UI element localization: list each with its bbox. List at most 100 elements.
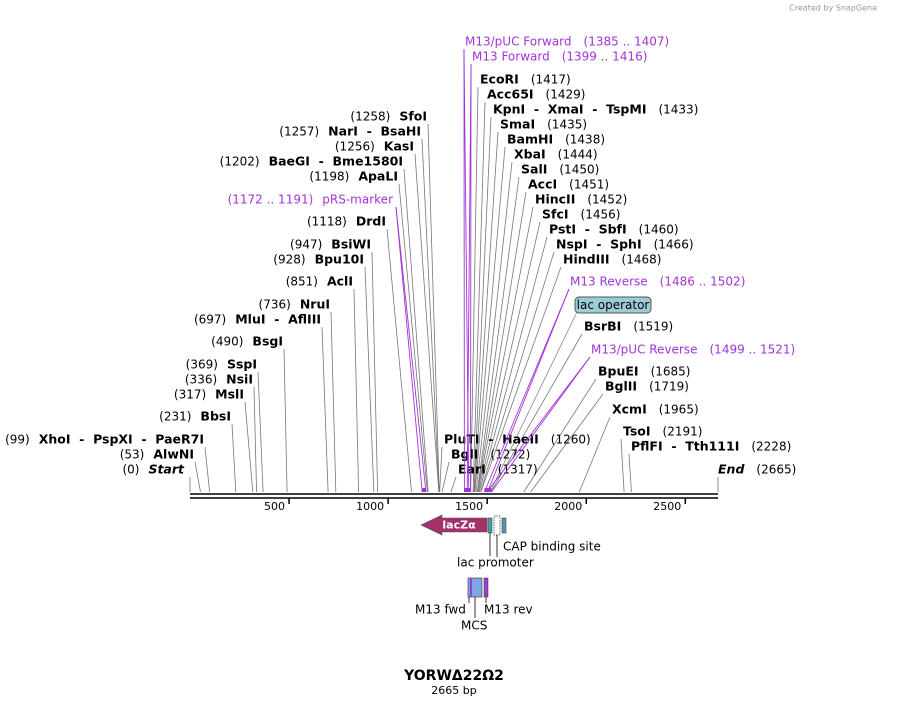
ruler-tick-label: 1500	[455, 500, 483, 513]
lacz-arrow	[420, 514, 488, 536]
site-line	[439, 446, 443, 493]
site-line	[477, 191, 527, 493]
site-line	[204, 446, 211, 493]
site-name: BaeGI - Bme1580I	[269, 154, 403, 169]
site-name: XcmI	[612, 402, 647, 417]
site-name: M13/pUC Reverse	[591, 343, 698, 357]
site-name: Bpu10I	[315, 252, 364, 267]
site-name: DrdI	[356, 214, 386, 229]
site-name: KasI	[384, 139, 414, 154]
site-name: BsrBI	[584, 319, 621, 334]
site-position: (1444)	[558, 148, 598, 162]
site-line	[421, 138, 440, 493]
subtitle: 2665 bp	[431, 684, 476, 697]
operator-label: lac operator	[577, 298, 650, 312]
site-line	[474, 146, 506, 493]
site-position: (1965)	[659, 403, 699, 417]
site-name: XhoI - PspXI - PaeR7I	[39, 432, 204, 447]
site-position: (336)	[185, 373, 217, 387]
box	[493, 515, 501, 536]
lacz-label: lacZα	[442, 519, 476, 532]
site-position: (1399 .. 1416)	[562, 50, 648, 64]
site-position: (1417)	[531, 73, 571, 87]
primer-mark	[484, 488, 488, 492]
site-line	[478, 236, 548, 493]
site-name: MslI	[215, 387, 244, 402]
operator-box	[574, 296, 652, 314]
site-line	[364, 266, 375, 493]
site-line	[450, 476, 457, 493]
site-name: SalI	[521, 162, 547, 177]
site-position: (1172 .. 1191)	[228, 193, 314, 207]
site-line	[414, 153, 440, 493]
site-position: (736)	[259, 298, 291, 312]
site-name: BsiWI	[331, 237, 371, 252]
site-position: (317)	[174, 388, 206, 402]
primer-line	[483, 288, 570, 493]
site-position: (1258)	[350, 110, 390, 124]
mcs-label: MCS	[461, 619, 487, 633]
site-name: Acc65I	[487, 87, 534, 102]
site-name: KpnI - XmaI - TspMI	[493, 102, 646, 117]
site-name: Start	[148, 462, 185, 477]
site-position: (697)	[194, 313, 226, 327]
site-position: (1460)	[639, 223, 679, 237]
site-position: (369)	[186, 358, 218, 372]
box	[501, 517, 507, 534]
site-position: (1433)	[658, 103, 698, 117]
site-line	[231, 423, 237, 493]
site-line	[427, 123, 440, 493]
site-position: (0)	[122, 463, 139, 477]
site-line	[253, 386, 257, 493]
site-line	[386, 228, 412, 493]
site-name: TsoI	[623, 424, 651, 439]
site-line	[441, 461, 450, 493]
site-name: ApaLI	[358, 169, 398, 184]
site-position: (1519)	[633, 320, 673, 334]
site-name: EcoRI	[480, 72, 519, 87]
site-name: PluTI - HaeII	[444, 432, 539, 447]
site-name: XbaI	[514, 147, 546, 162]
primer-line	[490, 356, 591, 493]
site-position: (1256)	[335, 140, 375, 154]
box	[483, 577, 489, 598]
site-line	[480, 266, 562, 493]
site-position: (1317)	[498, 463, 538, 477]
site-line	[490, 333, 583, 493]
site-name: AclI	[327, 274, 353, 289]
ruler-tick-label: 1000	[356, 500, 384, 513]
box	[470, 578, 472, 597]
site-position: (2191)	[663, 425, 703, 439]
operator-line	[489, 311, 578, 493]
site-position: (2228)	[751, 440, 791, 454]
site-name: PflFI - Tth111I	[631, 439, 739, 454]
site-line	[244, 401, 254, 493]
site-name: End	[718, 462, 745, 477]
site-name: M13 Reverse	[570, 275, 648, 289]
site-line	[473, 116, 492, 493]
site-name: M13 Forward	[472, 50, 550, 64]
m13rev-label: M13 rev	[484, 603, 533, 617]
primer-line	[486, 356, 591, 493]
primer-line	[466, 63, 472, 493]
site-position: (851)	[286, 275, 318, 289]
site-position: (1257)	[279, 125, 319, 139]
site-position: (1438)	[565, 133, 605, 147]
site-name: NsiI	[226, 372, 253, 387]
site-position: (1429)	[546, 88, 586, 102]
site-line	[283, 348, 288, 493]
m13fwd-label: M13 fwd	[415, 603, 466, 617]
site-position: (1450)	[559, 163, 599, 177]
site-name: HindIII	[563, 252, 610, 267]
site-line	[472, 101, 486, 493]
site-name: HincII	[535, 192, 575, 207]
ruler-tick-label: 500	[264, 500, 285, 513]
site-line	[353, 288, 360, 493]
site-name: BpuEI	[598, 364, 639, 379]
site-line	[530, 393, 604, 493]
site-position: (1260)	[551, 433, 591, 447]
site-position: (99)	[5, 433, 30, 447]
primer-mark	[464, 488, 469, 492]
site-name: NarI - BsaHI	[328, 124, 421, 139]
